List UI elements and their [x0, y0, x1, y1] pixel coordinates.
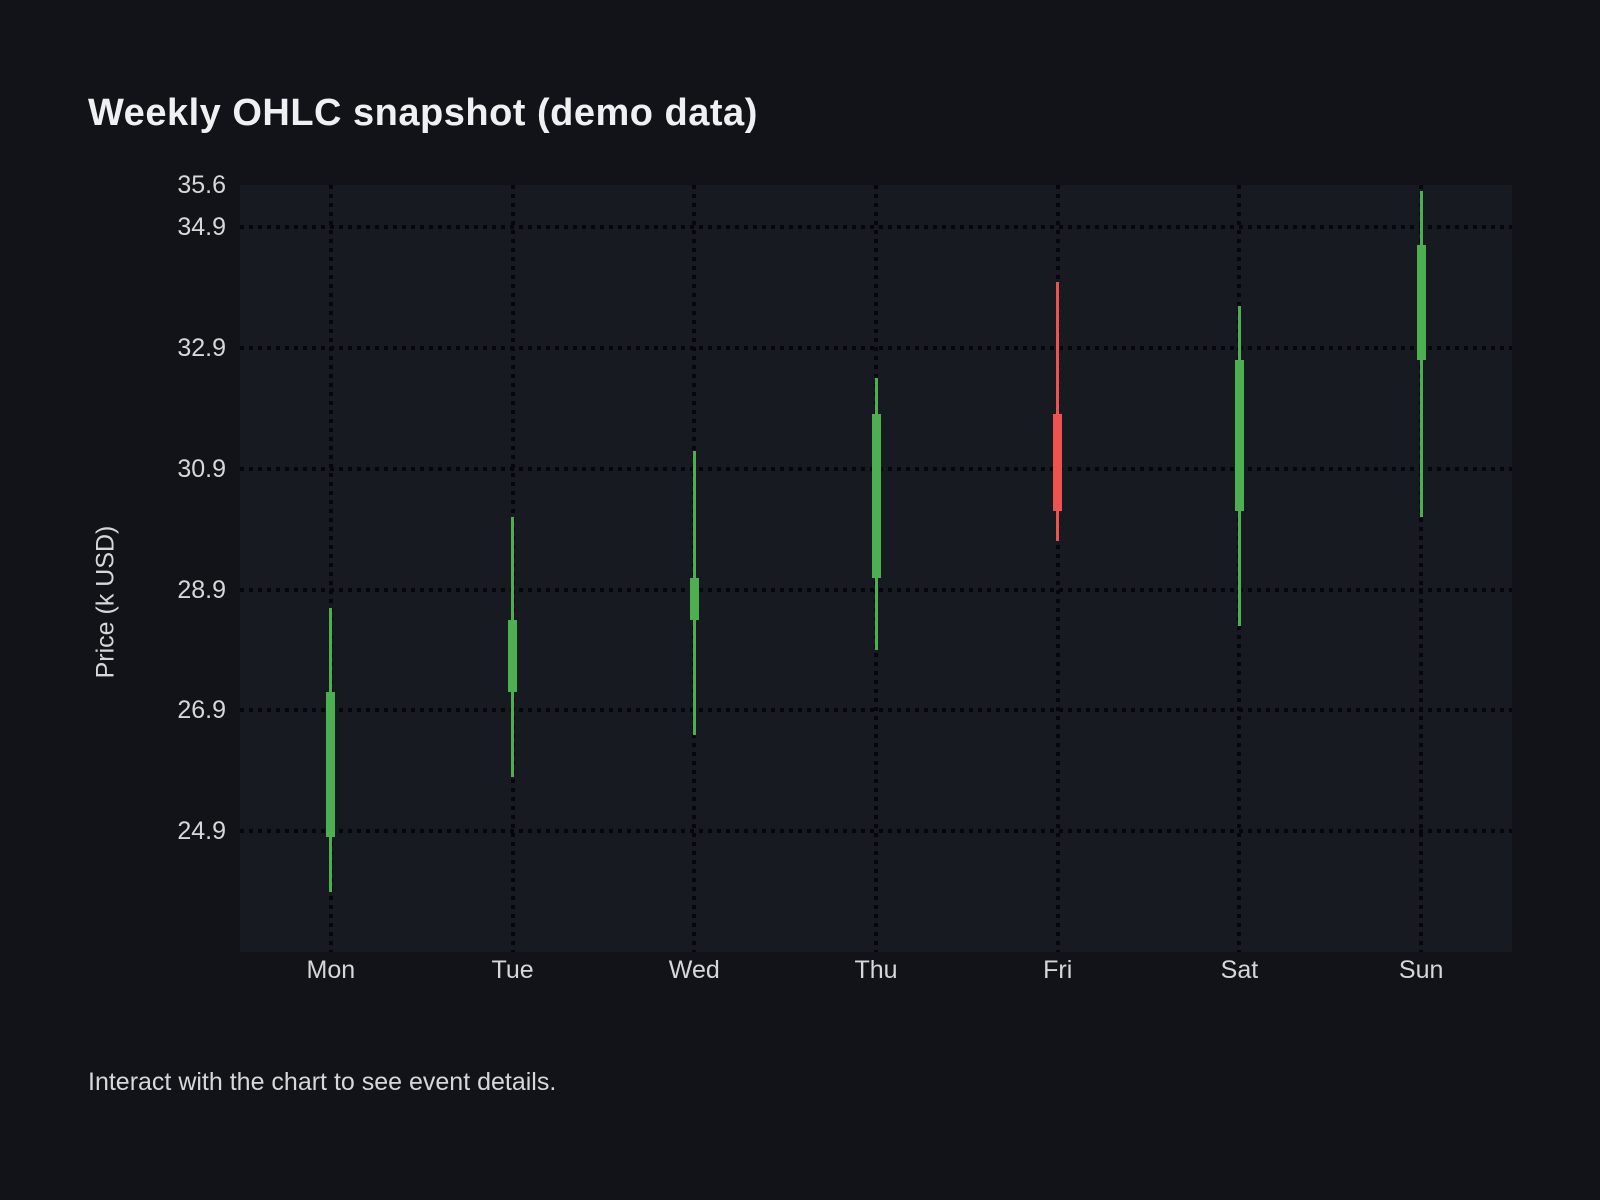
gridline-horizontal-26.9: [240, 708, 1512, 713]
x-tick-label-fri: Fri: [1043, 956, 1073, 984]
candle-body-thu: [871, 414, 881, 578]
candle-body-tue: [508, 619, 518, 693]
y-tick-label-26.9: 26.9: [177, 696, 226, 725]
gridline-horizontal-32.9: [240, 346, 1512, 351]
chart-title: Weekly OHLC snapshot (demo data): [88, 92, 758, 134]
gridline-vertical-sun: [1419, 185, 1424, 952]
candle-body-mon: [326, 692, 336, 838]
x-tick-label-mon: Mon: [306, 956, 356, 984]
plot-area[interactable]: [240, 185, 1512, 952]
x-tick-label-thu: Thu: [854, 956, 898, 984]
gridline-vertical-fri: [1055, 185, 1060, 952]
y-tick-label-30.9: 30.9: [177, 454, 226, 483]
gridline-vertical-mon: [328, 185, 333, 952]
y-tick-label-24.9: 24.9: [177, 817, 226, 846]
x-tick-label-wed: Wed: [668, 956, 720, 984]
y-tick-label-34.9: 34.9: [177, 213, 226, 242]
candle-body-sat: [1234, 360, 1244, 512]
y-tick-label-32.9: 32.9: [177, 334, 226, 363]
x-tick-label-sat: Sat: [1220, 956, 1259, 984]
candle-body-fri: [1053, 414, 1063, 512]
candle-body-sun: [1416, 245, 1426, 361]
candle-wick-fri: [1056, 281, 1060, 542]
y-tick-label-28.9: 28.9: [177, 575, 226, 604]
gridline-horizontal-24.9: [240, 829, 1512, 834]
x-tick-label-sun: Sun: [1398, 956, 1444, 984]
gridline-horizontal-34.9: [240, 225, 1512, 230]
x-tick-label-tue: Tue: [491, 956, 534, 984]
footer-note: Interact with the chart to see event det…: [88, 1068, 557, 1096]
y-tick-label-35.6: 35.6: [177, 171, 226, 199]
candle-body-wed: [689, 577, 699, 620]
